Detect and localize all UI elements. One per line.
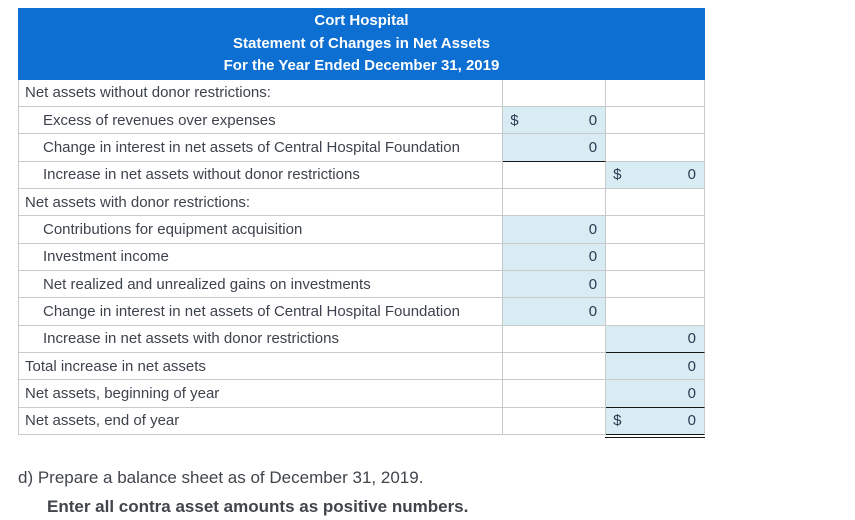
amount-value: 0 [687,357,696,375]
statement-period: For the Year Ended December 31, 2019 [223,57,500,74]
amount-cell-col2 [606,134,705,162]
amount-cell-col1 [503,407,607,435]
row-label: Change in interest in net assets of Cent… [19,298,504,326]
amount-cell-col2 [606,216,705,244]
amount-value: 0 [687,166,696,184]
amount-cell-col2 [606,243,705,271]
amount-cell-col2 [606,270,705,299]
statement-header: Cort Hospital Statement of Changes in Ne… [18,8,705,80]
row-label: Net assets with donor restrictions: [19,188,504,217]
amount-cell-col1 [503,352,607,381]
amount-cell-col1 [503,161,607,189]
amount-value: 0 [588,111,598,129]
row-label: Increase in net assets with donor restri… [19,325,504,353]
amount-cell-col2[interactable]: 0 [606,380,705,408]
table-row: Change in interest in net assets of Cent… [19,298,705,326]
amount-value: 0 [588,248,598,266]
row-label: Change in interest in net assets of Cent… [19,134,504,162]
amount-value: 0 [588,138,598,156]
instructions: d) Prepare a balance sheet as of Decembe… [18,466,468,519]
table-row: Increase in net assets with donor restri… [19,325,705,353]
amount-value: 0 [687,330,696,348]
amount-cell-col1 [503,325,607,353]
row-label: Net assets, end of year [19,407,504,435]
amount-cell-col2[interactable]: $0 [605,407,705,439]
statement-table: Cort Hospital Statement of Changes in Ne… [18,8,705,439]
instruction-contra-note: Enter all contra asset amounts as positi… [47,497,469,516]
row-label: Net realized and unrealized gains on inv… [19,270,504,299]
amount-cell-col2[interactable]: $0 [606,161,705,189]
amount-cell-col2[interactable]: 0 [606,325,705,353]
currency-symbol: $ [613,166,622,184]
table-row: Net realized and unrealized gains on inv… [19,270,705,299]
currency-symbol: $ [613,412,622,430]
instruction-part-d: d) Prepare a balance sheet as of Decembe… [18,468,424,487]
amount-cell-col1[interactable]: 0 [503,270,607,299]
table-row: Net assets, end of year $0 [19,407,705,439]
row-label: Net assets without donor restrictions: [19,79,504,107]
amount-value: 0 [588,302,598,320]
amount-cell-col1[interactable]: 0 [503,216,607,244]
amount-cell-col2 [606,79,705,107]
statement-company-name: Cort Hospital [314,12,409,29]
row-label: Total increase in net assets [19,352,504,381]
table-row: Total increase in net assets 0 [19,352,705,381]
table-row: Increase in net assets without donor res… [19,161,705,189]
amount-value: 0 [588,275,598,293]
amount-cell-col2 [606,298,705,326]
amount-cell-col2[interactable]: 0 [606,352,705,381]
amount-cell-col1[interactable]: 0 [503,134,607,162]
statement-body: Net assets without donor restrictions: Ex… [18,79,705,439]
amount-cell-col1 [503,188,607,217]
amount-cell-col1[interactable]: 0 [503,243,607,271]
row-label: Net assets, beginning of year [19,380,504,408]
row-label: Contributions for equipment acquisition [19,216,504,244]
amount-cell-col1 [503,380,607,408]
amount-cell-col1 [503,79,607,107]
amount-value: 0 [588,220,598,238]
amount-cell-col2 [606,106,705,135]
row-label: Increase in net assets without donor res… [19,161,504,189]
amount-cell-col1[interactable]: 0 [503,298,607,326]
table-row: Change in interest in net assets of Cent… [19,134,705,162]
currency-symbol: $ [510,111,519,129]
table-row: Investment income 0 [19,243,705,271]
table-row: Net assets with donor restrictions: [19,188,705,217]
table-row: Contributions for equipment acquisition 0 [19,216,705,244]
table-row: Excess of revenues over expenses $0 [19,106,705,135]
statement-title: Statement of Changes in Net Assets [233,34,490,52]
amount-value: 0 [687,412,696,430]
amount-cell-col2 [606,188,705,217]
amount-cell-col1[interactable]: $0 [503,106,607,135]
table-row: Net assets without donor restrictions: [19,79,705,107]
table-row: Net assets, beginning of year 0 [19,380,705,408]
row-label: Excess of revenues over expenses [19,106,504,135]
amount-value: 0 [687,384,696,402]
row-label: Investment income [19,243,504,271]
